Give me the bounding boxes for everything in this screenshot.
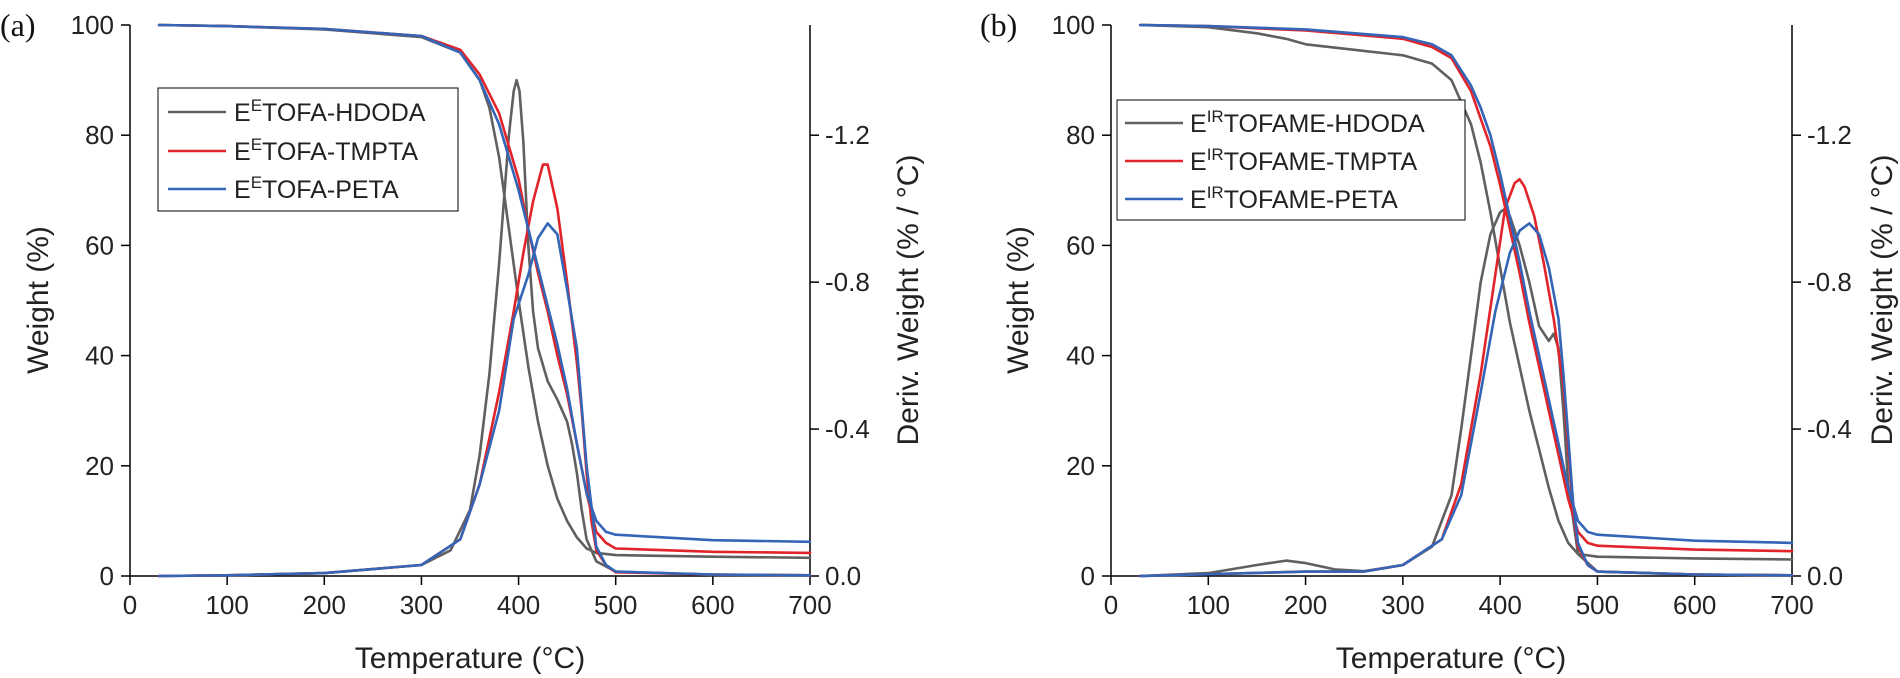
y-tick-label: 80: [85, 120, 114, 150]
y2-tick-label: -0.4: [825, 414, 870, 444]
panel-b-x-ticks: 0 100 200 300 400 500 600 700: [1104, 576, 1814, 620]
x-tick-label: 300: [400, 590, 443, 620]
y2-tick-label: -0.4: [1807, 414, 1852, 444]
y-tick-label: 100: [71, 10, 114, 40]
y-tick-label: 0: [100, 561, 114, 591]
panel-b-label: (b): [980, 7, 1017, 43]
x-tick-label: 300: [1381, 590, 1424, 620]
legend-label: EETOFA-PETA: [234, 173, 399, 204]
legend-label: EIRTOFAME-TMPTA: [1190, 145, 1418, 176]
legend-entry-hdoda: EETOFA-HDODA: [168, 96, 426, 127]
x-tick-label: 600: [1673, 590, 1716, 620]
legend-entry-hdoda: EIRTOFAME-HDODA: [1125, 107, 1425, 138]
series-weight-tofame-tmpta: [1138, 23, 1794, 553]
y2-tick-label: -0.8: [1807, 267, 1852, 297]
panel-a-label: (a): [0, 7, 36, 43]
legend-label: EETOFA-HDODA: [234, 96, 426, 127]
panel-a-legend: EETOFA-HDODA EETOFA-TMPTA EETOFA-PETA: [157, 87, 459, 212]
x-tick-label: 600: [691, 590, 734, 620]
panel-b-y2-axis-title: Deriv. Weight (% / °C): [1866, 155, 1899, 446]
legend-entry-peta: EETOFA-PETA: [168, 173, 399, 204]
panel-b-series: [1138, 23, 1794, 578]
y-tick-label: 100: [1052, 10, 1095, 40]
y-tick-label: 20: [85, 451, 114, 481]
panel-a-y-axis-title: Weight (%): [22, 226, 55, 374]
legend-label: EETOFA-TMPTA: [234, 135, 418, 166]
panel-a-series: [157, 23, 812, 578]
y-tick-label: 80: [1066, 120, 1095, 150]
y-tick-label: 20: [1066, 451, 1095, 481]
y-tick-label: 40: [1066, 341, 1095, 371]
x-tick-label: 0: [1104, 590, 1118, 620]
panel-b-y-ticks: 0 20 40 60 80 100: [1052, 10, 1111, 591]
x-tick-label: 700: [1770, 590, 1813, 620]
y2-tick-label: 0.0: [825, 561, 861, 591]
y-tick-label: 60: [1066, 230, 1095, 260]
panel-b-y-axis-title: Weight (%): [1002, 226, 1035, 374]
series-deriv-tofa-hdoda: [157, 78, 812, 578]
panel-b: (b) 0 100 200 300 400 500 600 700 020406080100 …: [980, 7, 1899, 675]
series-deriv-tofame-peta: [1138, 222, 1794, 578]
series-weight-tofa-peta: [157, 23, 812, 544]
panel-b-x-axis-title: Temperature (°C): [1336, 642, 1566, 675]
x-tick-label: 700: [788, 590, 831, 620]
series-weight-tofame-hdoda: [1138, 23, 1794, 561]
x-tick-label: 500: [594, 590, 637, 620]
x-tick-label: 500: [1576, 590, 1619, 620]
y2-tick-label: -0.8: [825, 267, 870, 297]
series-deriv-tofa-peta: [157, 222, 812, 578]
panel-a-y2-axis-title: Deriv. Weight (% / °C): [892, 155, 925, 446]
x-tick-label: 100: [1187, 590, 1230, 620]
legend-entry-tmpta: EETOFA-TMPTA: [168, 135, 418, 166]
y2-tick-label: 0.0: [1807, 561, 1843, 591]
y2-tick-label: -1.2: [825, 120, 870, 150]
panel-a-x-axis-title: Temperature (°C): [355, 642, 585, 675]
panel-a-y2-ticks: 0.0 -0.4 -0.8 -1.2: [810, 120, 870, 591]
legend-entry-peta: EIRTOFAME-PETA: [1125, 183, 1398, 214]
series-deriv-tofame-hdoda: [1138, 207, 1794, 578]
legend-entry-tmpta: EIRTOFAME-TMPTA: [1125, 145, 1418, 176]
x-tick-label: 400: [1478, 590, 1521, 620]
x-tick-label: 200: [303, 590, 346, 620]
x-tick-label: 0: [123, 590, 137, 620]
panel-a-legend-box: [157, 87, 459, 212]
y2-tick-label: -1.2: [1807, 120, 1852, 150]
panel-b-legend: EIRTOFAME-HDODA EIRTOFAME-TMPTA EIRTOFAM…: [1116, 99, 1466, 221]
x-tick-label: 100: [205, 590, 248, 620]
panel-b-y2-ticks: 0.0 -0.4 -0.8 -1.2: [1792, 120, 1852, 591]
legend-label: EIRTOFAME-PETA: [1190, 183, 1398, 214]
y-tick-label: 40: [85, 341, 114, 371]
x-tick-label: 200: [1284, 590, 1327, 620]
y-tick-label: 60: [85, 230, 114, 260]
y-tick-label: 0: [1081, 561, 1095, 591]
panel-a: (a) 0 100 200 300 400 500 600 700 020406080100 …: [0, 7, 925, 675]
x-tick-label: 400: [497, 590, 540, 620]
panel-a-x-ticks: 0 100 200 300 400 500 600 700: [123, 576, 832, 620]
legend-label: EIRTOFAME-HDODA: [1190, 107, 1425, 138]
panel-a-y-ticks: 0 20 40 60 80 100: [71, 10, 130, 591]
